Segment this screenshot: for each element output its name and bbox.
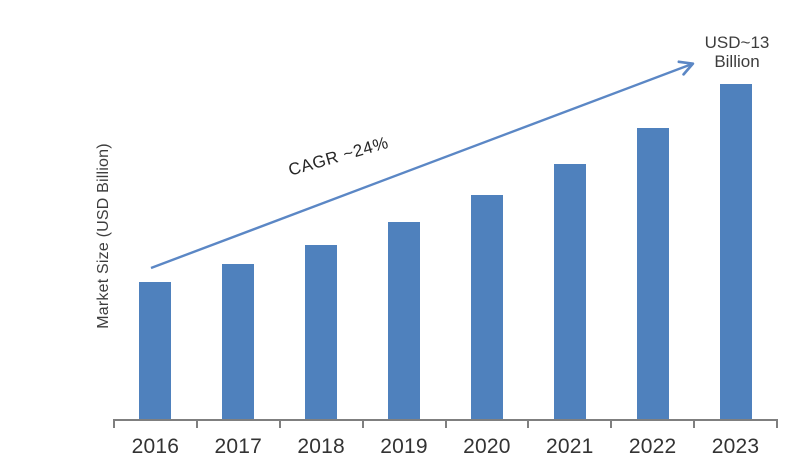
x-axis-tick xyxy=(610,419,613,428)
bar-2018 xyxy=(305,245,338,419)
x-axis-tick xyxy=(195,419,198,428)
x-axis-tick xyxy=(444,419,447,428)
x-axis-tick xyxy=(361,419,364,428)
x-tick-label-2016: 2016 xyxy=(131,435,180,458)
bar-2019 xyxy=(388,221,421,419)
x-tick-label-2021: 2021 xyxy=(546,435,594,458)
x-axis-tick xyxy=(693,419,696,428)
x-tick-label-2020: 2020 xyxy=(463,435,511,458)
trend-arrow-line xyxy=(150,60,695,270)
y-axis-title: Market Size (USD Billion) xyxy=(95,143,112,329)
bar-2021 xyxy=(553,163,586,419)
end-value-annotation: USD~13 Billion xyxy=(704,33,770,71)
x-tick-label-2017: 2017 xyxy=(214,435,263,458)
x-tick-label-2019: 2019 xyxy=(380,435,428,458)
x-tick-label-2018: 2018 xyxy=(297,435,345,458)
x-axis-tick xyxy=(113,419,115,428)
bar-2023 xyxy=(719,84,752,419)
x-axis-tick xyxy=(776,419,778,428)
x-tick-label-2023: 2023 xyxy=(711,435,760,458)
bar-2016 xyxy=(139,282,172,419)
bar-2022 xyxy=(636,127,669,419)
bar-2017 xyxy=(222,264,255,419)
bar-2020 xyxy=(470,194,503,419)
x-axis-tick xyxy=(278,419,281,428)
cagr-annotation: CAGR ~24% xyxy=(286,132,391,180)
x-axis-tick xyxy=(527,419,530,428)
x-tick-label-2022: 2022 xyxy=(628,435,677,458)
